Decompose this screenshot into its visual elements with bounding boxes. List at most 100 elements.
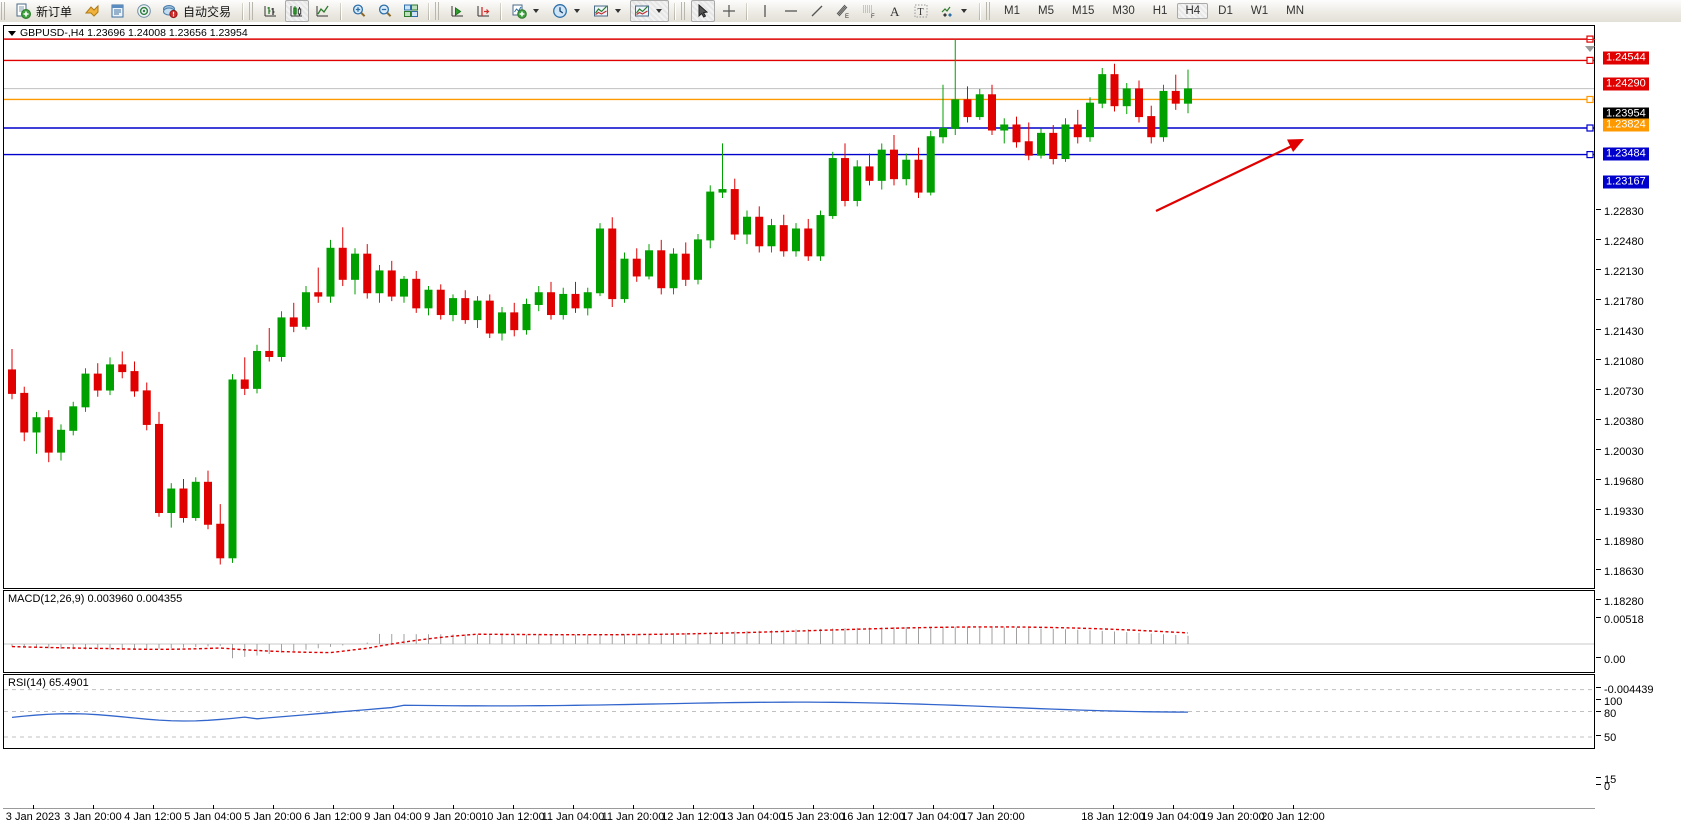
fibonacci-icon: F <box>861 3 877 19</box>
tp-line-upper-price-tag[interactable]: 1.24544 <box>1603 51 1649 65</box>
axis-tick <box>1596 777 1601 778</box>
time-axis[interactable]: 3 Jan 2023 3 Jan 20:00 4 Jan 12:00 5 Jan 04… <box>3 805 1595 828</box>
data-window-button[interactable] <box>106 0 130 22</box>
zoom-in-button[interactable] <box>347 0 371 22</box>
expert-advisors-button[interactable] <box>80 0 104 22</box>
resistance-line-price-tag[interactable]: 1.23824 <box>1603 118 1649 132</box>
text-button[interactable]: A <box>883 0 907 22</box>
draw-tools-grip[interactable] <box>681 2 688 20</box>
macd-label: MACD(12,26,9) 0.003960 0.004355 <box>8 593 183 605</box>
text-label-button[interactable]: T <box>909 0 933 22</box>
templates-button[interactable] <box>630 0 670 22</box>
timeframe-grip[interactable] <box>986 2 993 20</box>
timeframe-d1[interactable]: D1 <box>1218 5 1233 17</box>
rsi-tick-label: 15 <box>1604 774 1617 786</box>
new-chart-dropdown-icon[interactable] <box>533 9 540 13</box>
macd-plot <box>4 626 1594 659</box>
rsi-tick-label: 80 <box>1604 708 1617 720</box>
time-tick <box>273 805 274 809</box>
chart-panes[interactable]: GBPUSD-,H4 1.23696 1.24008 1.23656 1.239… <box>3 25 1595 804</box>
shapes-button[interactable] <box>935 0 974 22</box>
symbol-info-bar: GBPUSD-,H4 1.23696 1.24008 1.23656 1.239… <box>5 27 1595 40</box>
cursor-button[interactable] <box>691 0 716 22</box>
macd-tick-label: -0.004439 <box>1604 684 1654 696</box>
chart-shift-button[interactable] <box>471 0 495 22</box>
timeframe-mn[interactable]: MN <box>1286 5 1304 17</box>
time-tick <box>573 805 574 809</box>
tile-windows-button[interactable] <box>399 0 423 22</box>
chart-menu-icon[interactable] <box>8 30 16 36</box>
time-tick <box>213 805 214 809</box>
fibonacci-button[interactable]: F <box>857 0 881 22</box>
support-line-upper-price-tag[interactable]: 1.23484 <box>1603 147 1649 161</box>
toolbar-separator-4 <box>500 2 503 20</box>
price-tick-label: 1.18630 <box>1604 566 1644 578</box>
time-tick-label: 3 Jan 2023 <box>5 811 61 823</box>
scroll-indicator-icon[interactable] <box>1585 46 1595 52</box>
new-chart-button[interactable] <box>507 0 546 22</box>
time-tick-label: 6 Jan 12:00 <box>304 811 362 823</box>
crosshair-button[interactable] <box>717 0 741 22</box>
auto-scroll-button[interactable] <box>445 0 469 22</box>
timeframe-m5[interactable]: M5 <box>1038 5 1054 17</box>
scroll-grip[interactable] <box>435 2 442 20</box>
timeframe-m30[interactable]: M30 <box>1112 5 1135 17</box>
trend-line-button[interactable] <box>805 0 829 22</box>
tp-line-lower-price-tag[interactable]: 1.24290 <box>1603 77 1649 91</box>
macd-pane[interactable]: MACD(12,26,9) 0.003960 0.004355 <box>3 590 1595 673</box>
time-tick <box>513 805 514 809</box>
toolbar-separator-3 <box>428 2 431 20</box>
templates-dropdown-icon[interactable] <box>656 9 663 13</box>
new-order-label: 新订单 <box>36 4 73 19</box>
timeframe-h4[interactable]: H4 <box>1177 3 1209 19</box>
zoom-in-icon <box>351 3 367 19</box>
indicators-button[interactable] <box>589 0 628 22</box>
navigator-icon <box>136 3 152 19</box>
expert-advisors-icon <box>84 3 100 19</box>
line-chart-button[interactable] <box>311 0 335 22</box>
indicators-dropdown-icon[interactable] <box>615 9 622 13</box>
chart-window[interactable]: GBPUSD-,H4 1.23696 1.24008 1.23656 1.239… <box>0 22 1681 827</box>
time-tick-label: 17 Jan 04:00 <box>901 811 965 823</box>
support-line-lower-price-tag[interactable]: 1.23167 <box>1603 175 1649 189</box>
candlestick-button[interactable] <box>285 0 310 22</box>
timeframes-button[interactable] <box>548 0 587 22</box>
timeframe-m15[interactable]: M15 <box>1072 5 1095 17</box>
shapes-dropdown-icon[interactable] <box>961 9 968 13</box>
horizontal-line-button[interactable] <box>779 0 803 22</box>
zoom-out-icon <box>377 3 393 19</box>
last-price-price-tag[interactable]: 1.23954 <box>1603 107 1649 121</box>
axis-tick <box>1596 699 1601 700</box>
price-pane[interactable]: GBPUSD-,H4 1.23696 1.24008 1.23656 1.239… <box>3 25 1595 589</box>
navigator-button[interactable] <box>132 0 156 22</box>
time-tick-label: 19 Jan 20:00 <box>1201 811 1265 823</box>
axis-tick <box>1596 479 1601 480</box>
axis-tick <box>1596 539 1601 540</box>
price-axis[interactable]: 1.242301.228301.224801.221301.217801.214… <box>1596 25 1681 804</box>
timeframe-h1[interactable]: H1 <box>1152 5 1168 17</box>
bar-chart-button[interactable] <box>259 0 283 22</box>
chart-type-grip[interactable] <box>249 2 256 20</box>
equidistant-channel-button[interactable]: E <box>831 0 855 22</box>
toolbar-separator-1 <box>242 2 245 20</box>
price-tick-label: 1.22830 <box>1604 206 1644 218</box>
rsi-pane[interactable]: RSI(14) 65.4901 <box>3 674 1595 749</box>
trend-line-icon <box>809 3 825 19</box>
bar-chart-icon <box>263 3 279 19</box>
toolbar-grip[interactable] <box>1 2 7 20</box>
time-tick <box>1293 805 1294 809</box>
axis-tick <box>1596 209 1601 210</box>
new-order-button[interactable]: 新订单 <box>11 0 78 22</box>
price-tick-label: 1.22480 <box>1604 236 1644 248</box>
svg-text:F: F <box>871 14 875 19</box>
svg-text:A: A <box>890 4 900 19</box>
timeframes-dropdown-icon[interactable] <box>574 9 581 13</box>
new-order-icon <box>15 3 31 19</box>
zoom-out-button[interactable] <box>373 0 397 22</box>
time-tick <box>153 805 154 809</box>
price-tick-label: 1.19330 <box>1604 506 1644 518</box>
timeframe-w1[interactable]: W1 <box>1250 5 1269 17</box>
timeframe-m1[interactable]: M1 <box>1004 5 1021 17</box>
alerts-button[interactable]: 自动交易 <box>158 0 237 22</box>
vertical-line-button[interactable] <box>753 0 777 22</box>
